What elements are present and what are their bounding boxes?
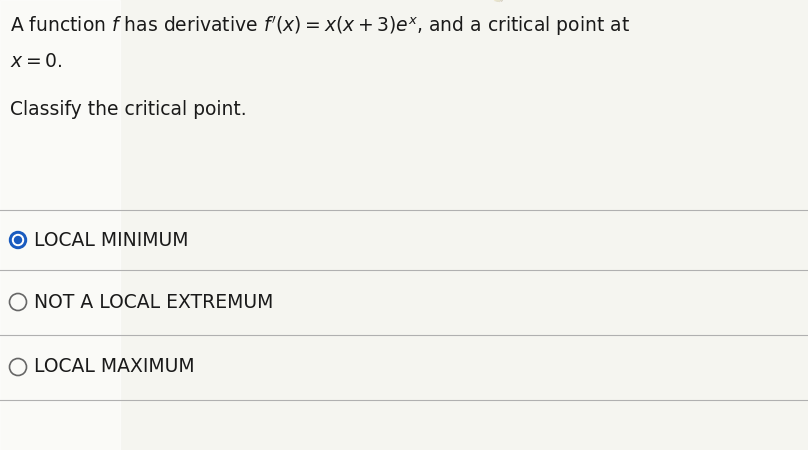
Circle shape bbox=[15, 237, 22, 243]
Circle shape bbox=[12, 234, 23, 246]
Text: Classify the critical point.: Classify the critical point. bbox=[10, 100, 246, 119]
Text: LOCAL MINIMUM: LOCAL MINIMUM bbox=[34, 230, 188, 249]
Text: LOCAL MAXIMUM: LOCAL MAXIMUM bbox=[34, 357, 195, 377]
Text: $x = 0.$: $x = 0.$ bbox=[10, 52, 62, 71]
Bar bbox=[0, 0, 120, 450]
Text: NOT A LOCAL EXTREMUM: NOT A LOCAL EXTREMUM bbox=[34, 292, 273, 311]
Circle shape bbox=[10, 231, 27, 248]
Text: A function $f$ has derivative $f'(x) = x(x+3)e^{x}$, and a critical point at: A function $f$ has derivative $f'(x) = x… bbox=[10, 14, 630, 38]
